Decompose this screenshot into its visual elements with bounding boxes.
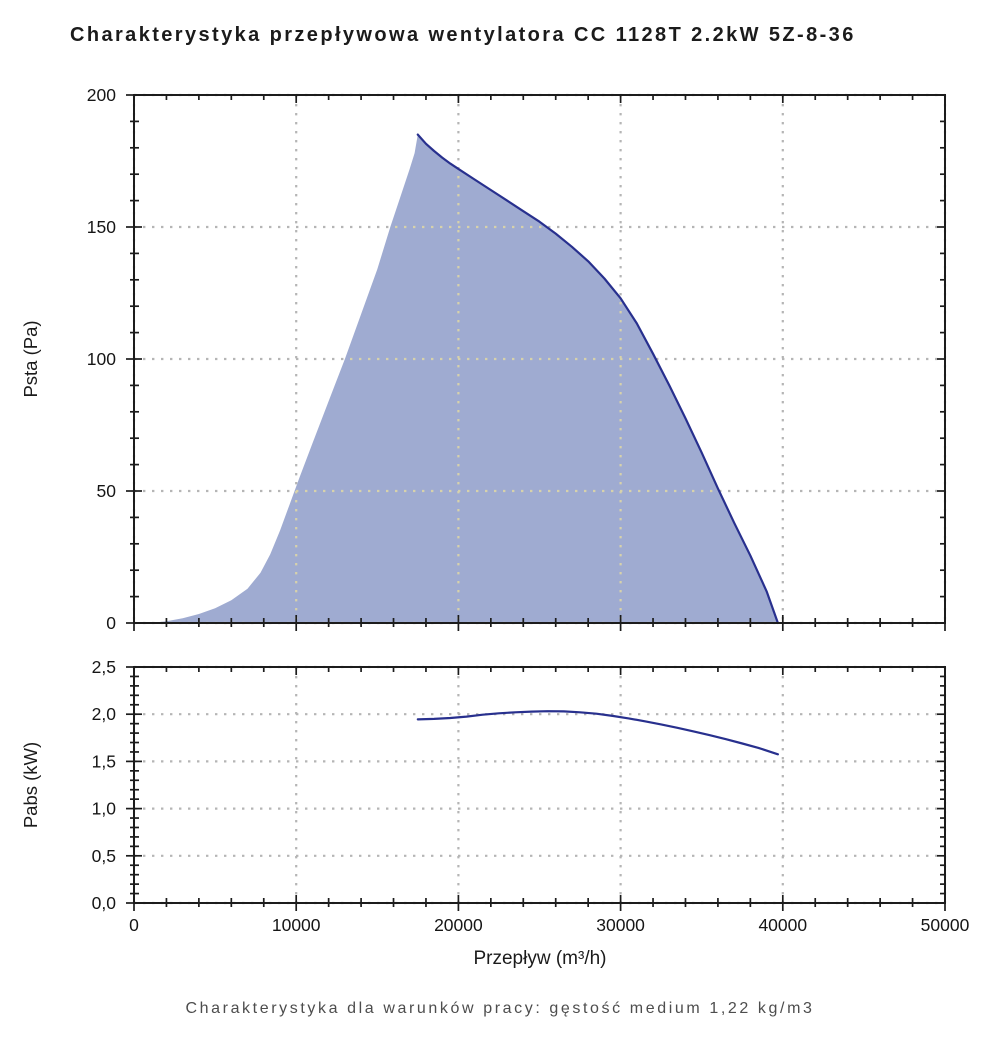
svg-text:30000: 30000	[596, 915, 645, 935]
flow-axis-label: Przepływ (m³/h)	[473, 948, 607, 969]
svg-text:0,5: 0,5	[92, 846, 116, 866]
svg-text:20000: 20000	[434, 915, 483, 935]
chart-title: Charakterystyka przepływowa wentylatora …	[70, 24, 856, 46]
svg-text:150: 150	[87, 217, 116, 237]
svg-text:200: 200	[87, 85, 116, 105]
psta-axis-label: Psta (Pa)	[20, 320, 41, 398]
power-curve	[416, 710, 779, 756]
svg-text:1,0: 1,0	[92, 799, 117, 819]
gridlines	[132, 665, 947, 905]
svg-text:0: 0	[106, 613, 116, 633]
svg-text:2,5: 2,5	[92, 657, 116, 677]
pressure-curve	[416, 133, 779, 625]
svg-text:40000: 40000	[758, 915, 807, 935]
x-tick-labels: 0 10000 20000 30000 40000 50000	[129, 915, 969, 935]
axis-ticks	[126, 94, 946, 631]
svg-text:0,0: 0,0	[92, 893, 117, 913]
y-tick-labels: 0,0 0,5 1,0 1,5 2,0 2,5	[92, 657, 117, 913]
svg-text:0: 0	[129, 915, 139, 935]
svg-text:100: 100	[87, 349, 116, 369]
axis-ticks	[126, 666, 946, 911]
svg-text:2,0: 2,0	[92, 704, 117, 724]
y-tick-labels: 0 50 100 150 200	[87, 85, 116, 633]
operating-conditions-caption: Charakterystyka dla warunków pracy: gęst…	[185, 1000, 815, 1017]
area-fill	[150, 134, 778, 623]
plot-frame	[133, 666, 946, 904]
svg-text:10000: 10000	[272, 915, 321, 935]
svg-text:50: 50	[97, 481, 117, 501]
pabs-axis-label: Pabs (kW)	[20, 741, 41, 829]
svg-text:1,5: 1,5	[92, 751, 116, 771]
svg-text:50000: 50000	[921, 915, 970, 935]
